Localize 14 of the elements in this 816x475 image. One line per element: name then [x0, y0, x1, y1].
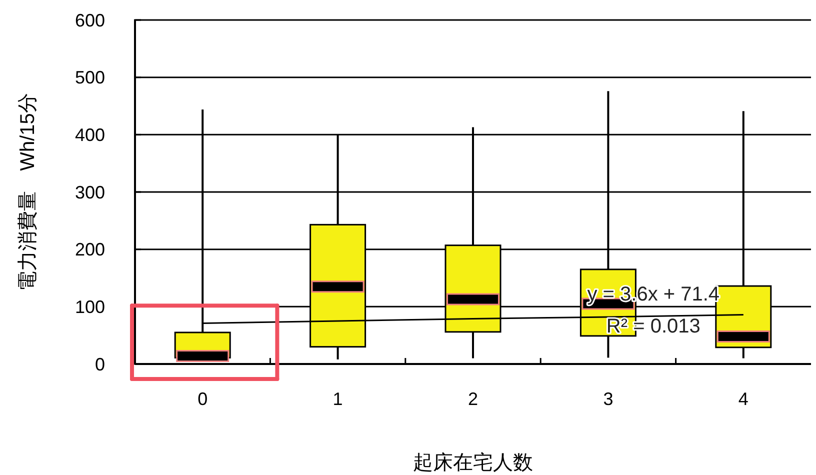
- y-tick-label: 500: [74, 68, 105, 88]
- y-tick-label: 0: [94, 354, 105, 374]
- x-tick-label: 4: [738, 389, 748, 409]
- y-tick-label: 600: [74, 10, 105, 30]
- x-tick-label: 0: [198, 389, 208, 409]
- y-tick-label: 100: [74, 296, 105, 317]
- x-axis-title: 起床在宅人数: [413, 451, 533, 474]
- x-tick-label: 1: [332, 389, 343, 409]
- y-tick-label: 300: [74, 182, 105, 202]
- y-tick-label: 200: [74, 240, 105, 260]
- x-tick-label: 2: [468, 389, 478, 409]
- y-axis-title: 電力消費量 Wh/15分: [17, 93, 39, 291]
- x-tick-label: 3: [603, 389, 614, 409]
- y-tick-label: 400: [74, 124, 105, 145]
